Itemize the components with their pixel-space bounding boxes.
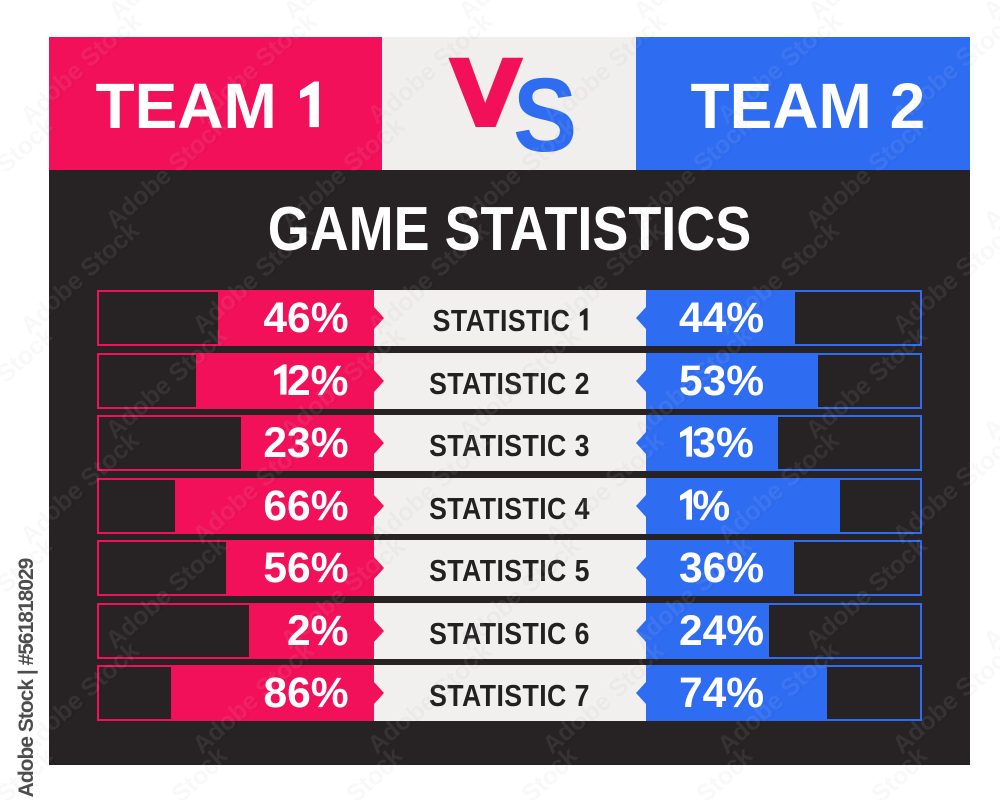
svg-text:Adobe Stock: Adobe Stock	[450, 0, 582, 24]
svg-text:Adobe Stock: Adobe Stock	[978, 742, 1000, 800]
svg-text:Adobe Stock: Adobe Stock	[803, 0, 935, 25]
svg-text:Adobe Stock: Adobe Stock	[278, 0, 410, 25]
svg-text:Adobe Stock: Adobe Stock	[453, 0, 585, 25]
svg-text:Adobe Stock: Adobe Stock	[628, 0, 760, 25]
svg-text:Adobe Stock: Adobe Stock	[800, 0, 932, 24]
svg-text:Adobe Stock: Adobe Stock	[975, 0, 1000, 24]
svg-text:Adobe Stock: Adobe Stock	[100, 0, 232, 24]
svg-text:Adobe Stock: Adobe Stock	[625, 0, 757, 24]
svg-text:Adobe Stock: Adobe Stock	[978, 532, 1000, 655]
svg-text:Adobe Stock: Adobe Stock	[975, 741, 1000, 800]
svg-text:Adobe Stock: Adobe Stock	[0, 0, 60, 25]
svg-text:Adobe Stock: Adobe Stock	[0, 0, 58, 24]
svg-text:Adobe Stock: Adobe Stock	[975, 321, 1000, 444]
svg-text:Adobe Stock: Adobe Stock	[103, 0, 235, 25]
svg-text:Adobe Stock: Adobe Stock	[975, 531, 1000, 654]
svg-text:Adobe Stock: Adobe Stock	[978, 0, 1000, 25]
svg-text:Adobe Stock: Adobe Stock	[978, 322, 1000, 445]
svg-text:Adobe Stock: Adobe Stock	[275, 0, 407, 24]
